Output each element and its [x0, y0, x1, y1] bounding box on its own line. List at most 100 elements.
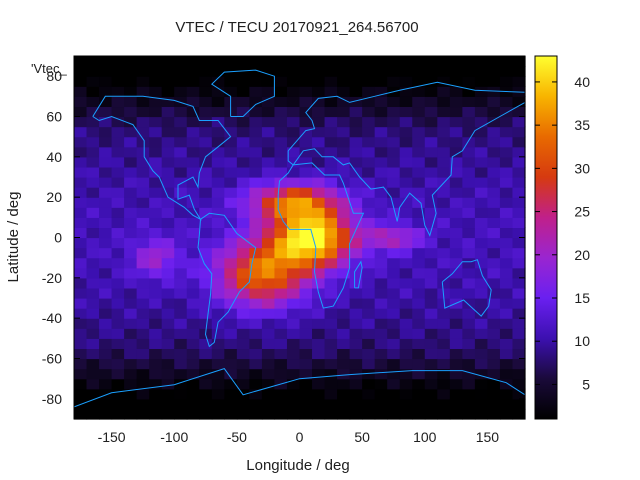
heatmap-cell	[274, 308, 288, 319]
heatmap-cell	[99, 368, 113, 380]
heatmap-cell	[324, 156, 338, 168]
heatmap-cell	[424, 348, 438, 360]
heatmap-cell	[149, 66, 163, 77]
heatmap-cell	[512, 146, 526, 158]
heatmap-cell	[136, 358, 150, 370]
heatmap-cell	[512, 126, 526, 138]
heatmap-cell	[124, 156, 138, 168]
heatmap-cell	[261, 338, 276, 350]
heatmap-cell	[86, 66, 100, 77]
heatmap-cell	[224, 197, 238, 208]
heatmap-cell	[312, 298, 326, 309]
heatmap-cell	[437, 156, 451, 168]
heatmap-cell	[199, 338, 213, 350]
heatmap-cell	[462, 96, 476, 108]
heatmap-cell	[99, 106, 113, 118]
heatmap-cell	[312, 177, 326, 188]
heatmap-cell	[99, 197, 113, 208]
heatmap-cell	[261, 86, 276, 97]
heatmap-cell	[437, 217, 451, 229]
heatmap-cell	[136, 146, 150, 158]
x-tick-label: 150	[476, 429, 500, 445]
heatmap-cell	[324, 267, 338, 279]
heatmap-cell	[274, 398, 288, 410]
heatmap-cell	[387, 277, 401, 289]
heatmap-cell	[186, 227, 200, 239]
heatmap-cell	[337, 187, 351, 198]
heatmap-cell	[161, 408, 175, 420]
heatmap-cell	[449, 126, 463, 138]
heatmap-cell	[236, 56, 250, 67]
heatmap-cell	[462, 378, 476, 390]
heatmap-cell	[224, 308, 238, 319]
heatmap-cell	[324, 76, 338, 87]
heatmap-cell	[387, 368, 401, 380]
heatmap-cell	[499, 328, 514, 339]
heatmap-cell	[249, 126, 263, 138]
heatmap-cell	[299, 207, 313, 218]
heatmap-cell	[299, 308, 313, 319]
heatmap-cell	[487, 358, 501, 370]
heatmap-cell	[236, 277, 250, 289]
heatmap-cell	[274, 328, 288, 339]
heatmap-cell	[362, 378, 376, 390]
heatmap-cell	[312, 197, 326, 208]
heatmap-cell	[74, 76, 88, 87]
heatmap-cell	[487, 56, 501, 67]
heatmap-cell	[224, 368, 238, 380]
heatmap-cell	[349, 76, 363, 87]
heatmap-cell	[487, 318, 501, 329]
heatmap-cell	[224, 287, 238, 299]
heatmap-cell	[274, 66, 288, 77]
heatmap-cell	[499, 106, 514, 118]
heatmap-cell	[474, 197, 489, 208]
heatmap-cell	[412, 136, 426, 148]
heatmap-cell	[324, 86, 338, 97]
heatmap-cell	[324, 197, 338, 208]
heatmap-cell	[74, 217, 88, 229]
heatmap-cell	[224, 177, 238, 188]
heatmap-cell	[286, 298, 301, 309]
heatmap-cell	[299, 217, 313, 229]
heatmap-cell	[261, 197, 276, 208]
heatmap-cell	[374, 217, 388, 229]
heatmap-cell	[499, 156, 514, 168]
heatmap-cell	[74, 227, 88, 239]
heatmap-cell	[424, 398, 438, 410]
heatmap-cell	[387, 106, 401, 118]
colorbar-tick-label: 15	[574, 290, 590, 306]
heatmap-cell	[337, 308, 351, 319]
heatmap-cell	[161, 257, 175, 269]
heatmap-cell	[387, 126, 401, 138]
heatmap-cell	[374, 146, 388, 158]
heatmap-cell	[312, 126, 326, 138]
heatmap-cell	[261, 308, 276, 319]
heatmap-cell	[86, 298, 100, 309]
heatmap-cell	[349, 146, 363, 158]
heatmap-cell	[99, 398, 113, 410]
heatmap-cell	[111, 197, 125, 208]
heatmap-cell	[487, 237, 501, 249]
heatmap-cell	[337, 96, 351, 108]
heatmap-cell	[387, 56, 401, 67]
heatmap-cell	[111, 76, 125, 87]
heatmap-cell	[261, 126, 276, 138]
heatmap-cell	[337, 287, 351, 299]
heatmap-cell	[424, 408, 438, 420]
heatmap-cell	[199, 86, 213, 97]
heatmap-cell	[487, 136, 501, 148]
heatmap-cell	[474, 146, 489, 158]
heatmap-cell	[286, 86, 301, 97]
heatmap-cell	[224, 328, 238, 339]
heatmap-cell	[374, 197, 388, 208]
heatmap-cell	[186, 146, 200, 158]
heatmap-cell	[86, 227, 100, 239]
heatmap-cell	[274, 56, 288, 67]
heatmap-cell	[474, 207, 489, 218]
heatmap-cell	[149, 166, 163, 178]
heatmap-cell	[324, 207, 338, 218]
heatmap-cell	[249, 257, 263, 269]
heatmap-cell	[412, 358, 426, 370]
heatmap-cell	[374, 106, 388, 118]
heatmap-cell	[499, 308, 514, 319]
